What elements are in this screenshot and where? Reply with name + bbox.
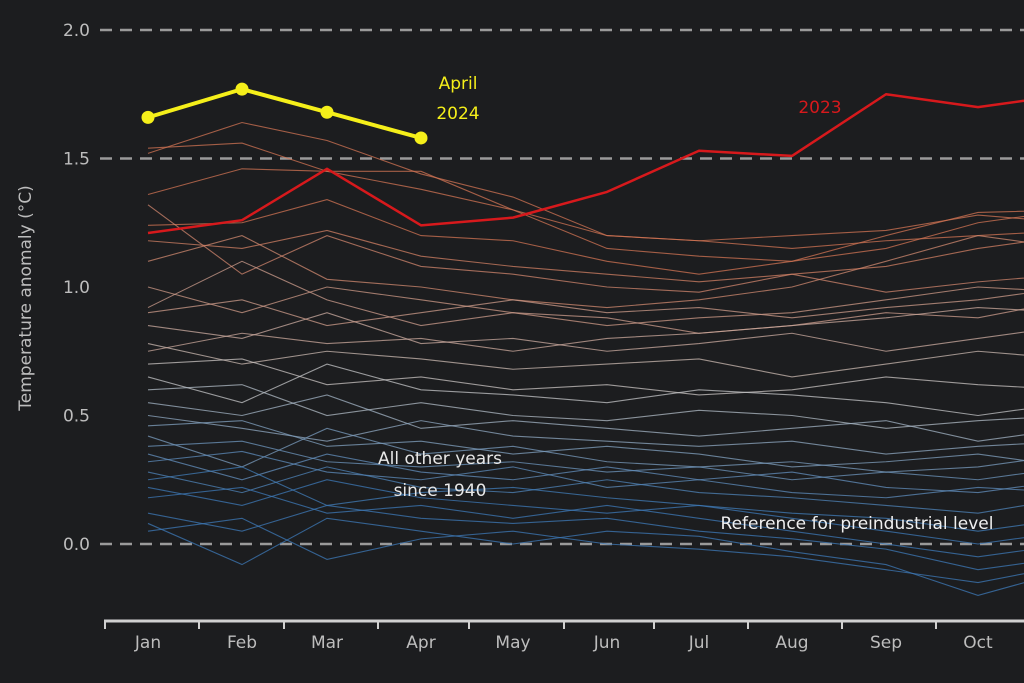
annotation-reference-level: Reference for preindustrial level <box>721 514 994 534</box>
y-axis-label: Temperature anomaly (°C) <box>16 185 36 411</box>
x-tick-label: Feb <box>227 633 257 653</box>
other-year-line <box>147 453 1024 494</box>
annotation-april-2024-line2: 2024 <box>436 104 479 124</box>
other-year-line <box>147 235 1024 309</box>
marker-april-2024 <box>320 105 334 119</box>
marker-april-2024 <box>141 110 155 124</box>
annotation-other-years-line2: since 1940 <box>394 481 487 501</box>
other-year-line <box>147 394 1024 442</box>
x-tick-label: Jan <box>134 633 161 653</box>
x-tick-label: Jul <box>688 633 710 653</box>
line-april-2024 <box>147 87 422 140</box>
other-year-line <box>147 427 1024 473</box>
annotation-april-2024-line1: April <box>439 74 478 94</box>
other-year-line <box>147 466 1024 532</box>
other-year-line <box>147 142 1024 262</box>
reference-lines <box>100 28 1024 546</box>
other-year-line <box>147 204 1024 293</box>
other-year-line <box>147 414 1024 455</box>
y-tick-label: 1.0 <box>63 278 90 298</box>
x-tick-label: Sep <box>870 633 902 653</box>
other-year-line <box>147 517 1024 584</box>
other-year-line <box>147 358 1024 396</box>
other-year-line <box>147 286 1024 327</box>
other-year-line <box>147 479 1024 545</box>
other-year-line <box>147 312 1024 352</box>
x-tick-label: Mar <box>311 633 343 653</box>
other-year-line <box>147 229 1024 283</box>
y-tick-label: 0.0 <box>63 535 90 555</box>
other-year-line <box>147 199 1024 275</box>
x-tick-label: May <box>495 633 530 653</box>
other-year-line <box>147 486 1024 558</box>
other-year-line <box>147 420 1024 468</box>
x-tick-label: Aug <box>775 633 808 653</box>
y-tick-labels: 0.0 0.5 1.0 1.5 2.0 <box>63 21 90 555</box>
other-year-line <box>147 384 1024 429</box>
y-tick-label: 0.5 <box>63 407 90 427</box>
annotation-other-years-line1: All other years <box>378 449 502 469</box>
x-tick-label: Oct <box>963 633 993 653</box>
x-tick-label: Apr <box>406 633 435 653</box>
other-year-line <box>147 466 1024 514</box>
x-axis: Jan Feb Mar Apr May Jun Jul Aug Sep Oct <box>104 619 1024 653</box>
other-year-line <box>147 292 1024 327</box>
other-year-line <box>147 517 1024 596</box>
highlight-lines <box>141 82 1024 235</box>
other-year-line <box>147 307 1024 352</box>
other-year-line <box>147 450 1024 499</box>
line-2023 <box>147 93 1024 235</box>
other-years-lines <box>147 121 1024 596</box>
other-year-line <box>147 343 1024 378</box>
y-tick-label: 2.0 <box>63 21 90 41</box>
marker-april-2024 <box>235 82 249 96</box>
x-tick-label: Jun <box>593 633 621 653</box>
marker-april-2024 <box>414 131 428 145</box>
annotation-2023: 2023 <box>798 98 841 118</box>
other-year-line <box>147 168 1024 242</box>
other-year-line <box>147 440 1024 481</box>
y-tick-label: 1.5 <box>63 150 90 170</box>
other-year-line <box>147 363 1024 417</box>
other-year-line <box>147 504 1024 571</box>
